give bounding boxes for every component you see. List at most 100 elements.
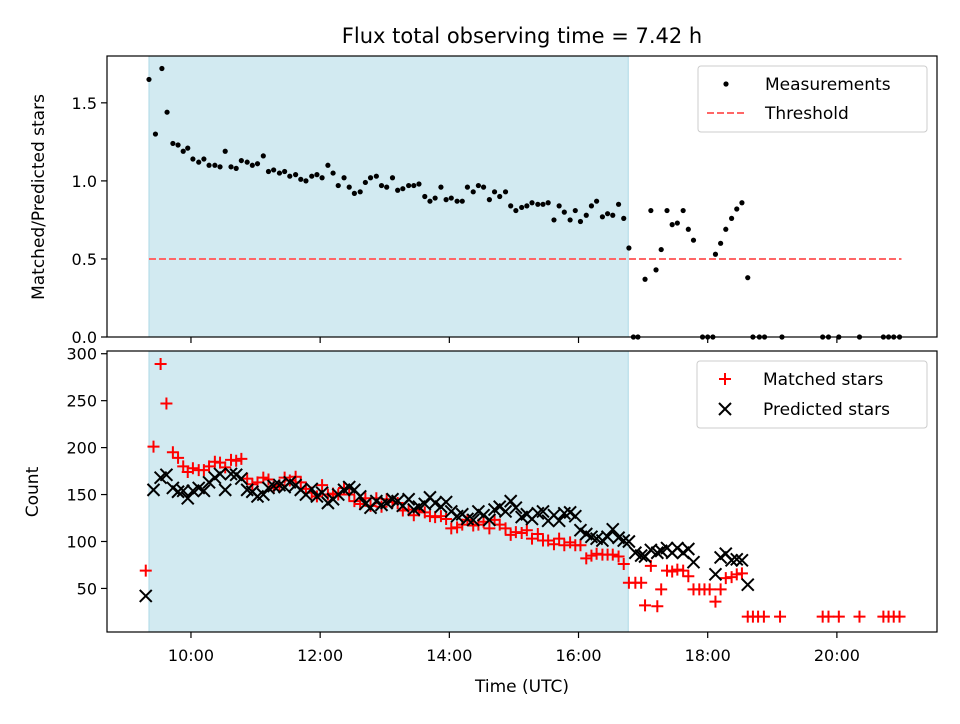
- measurement-point: [287, 173, 293, 179]
- legend-predicted-label: Predicted stars: [763, 400, 890, 420]
- measurement-point: [432, 195, 438, 201]
- bottom-xtick-label: 18:00: [685, 646, 731, 665]
- predicted-star-point: [159, 468, 174, 482]
- matched-star-point: [504, 528, 517, 541]
- measurement-point: [244, 159, 250, 165]
- matched-star-point: [294, 476, 307, 489]
- measurement-point: [669, 222, 675, 228]
- matched-star-point: [893, 610, 906, 623]
- measurement-point: [470, 189, 476, 195]
- measurement-point: [680, 207, 686, 214]
- measurement-point: [621, 215, 627, 221]
- measurement-point: [486, 197, 492, 203]
- predicted-star-point: [379, 496, 394, 510]
- matched-star-point: [172, 451, 185, 464]
- measurement-point: [626, 245, 632, 251]
- measurement-point: [718, 240, 724, 246]
- measurement-point: [341, 175, 347, 181]
- measurement-point: [170, 140, 176, 147]
- predicted-star-point: [305, 482, 319, 496]
- measurement-point: [411, 182, 417, 189]
- predicted-star-point: [482, 513, 497, 527]
- measurement-point: [152, 131, 159, 137]
- measurement-point: [502, 189, 509, 195]
- matched-star-point: [139, 564, 152, 577]
- predicted-star-point: [181, 491, 195, 506]
- legend-measurements-label: Measurements: [765, 75, 891, 95]
- measurement-point: [185, 145, 191, 151]
- matched-star-point: [725, 571, 738, 584]
- measurement-point: [335, 182, 341, 189]
- measurement-point: [146, 76, 152, 83]
- measurement-point: [249, 162, 255, 168]
- measurement-point: [685, 226, 691, 232]
- matched-star-point: [434, 510, 447, 523]
- measurement-point: [293, 172, 299, 178]
- matched-star-point: [774, 610, 787, 623]
- predicted-star-point: [315, 485, 329, 500]
- predicted-star-point: [634, 548, 648, 563]
- top-panel: 0.0 0.5 1.0 1.5 Matched/Predicted stars Mea…: [29, 55, 938, 347]
- measurement-point: [561, 209, 567, 215]
- measurement-point: [475, 182, 482, 189]
- measurement-point: [599, 214, 606, 220]
- measurement-point: [206, 162, 212, 168]
- matched-star-point: [714, 583, 727, 596]
- predicted-star-point: [466, 513, 480, 527]
- measurement-point: [448, 195, 454, 201]
- measurement-point: [529, 200, 535, 206]
- measurement-point: [540, 201, 546, 207]
- matched-star-point: [666, 565, 679, 578]
- top-ytick-label: 0.5: [72, 250, 97, 269]
- matched-star-point: [166, 446, 179, 459]
- top-observing-span: [148, 55, 629, 338]
- measurement-point: [497, 193, 503, 200]
- measurement-point: [459, 198, 465, 204]
- matched-star-point: [580, 552, 593, 565]
- bottom-axes-frame: [106, 350, 938, 633]
- matched-star-point: [735, 567, 748, 580]
- bottom-ytick-label: 300: [66, 345, 97, 364]
- measurement-point: [610, 212, 616, 218]
- matched-star-point: [564, 536, 577, 549]
- measurement-point: [464, 184, 471, 190]
- bottom-observing-span: [148, 350, 629, 633]
- matched-star-point: [635, 576, 648, 589]
- matched-star-point: [585, 549, 598, 562]
- measurement-point: [212, 162, 218, 168]
- measurement-point: [175, 142, 181, 148]
- measurement-point: [556, 203, 562, 209]
- measurement-point: [351, 190, 357, 196]
- matched-star-point: [606, 548, 619, 561]
- predicted-star-point: [498, 504, 513, 519]
- legend-predicted-marker: [718, 402, 732, 416]
- measurement-point: [395, 187, 401, 193]
- measurement-point: [228, 164, 234, 170]
- matched-star-point: [639, 599, 652, 612]
- bottom-ytick-label: 100: [66, 532, 97, 551]
- matched-star-point: [483, 522, 496, 535]
- measurement-point: [615, 201, 622, 207]
- predicted-star-point: [224, 467, 238, 481]
- matched-star-point: [186, 462, 199, 475]
- predicted-star-point: [568, 509, 582, 523]
- measurement-point: [712, 251, 719, 257]
- matched-star-point: [853, 610, 866, 623]
- predicted-star-point: [176, 484, 190, 498]
- measurement-point: [276, 170, 283, 176]
- measurement-point: [309, 173, 315, 179]
- measurement-point: [282, 168, 288, 175]
- matched-star-point: [617, 558, 630, 571]
- predicted-star-point: [139, 589, 153, 603]
- predicted-star-point: [213, 467, 227, 481]
- measurement-point: [443, 197, 449, 203]
- measurement-point: [384, 184, 390, 190]
- legend-measurements-marker: [723, 81, 729, 87]
- matched-star-point: [531, 527, 544, 540]
- measurement-point: [217, 164, 223, 170]
- predicted-star-point: [730, 552, 744, 567]
- bottom-xtick-label: 16:00: [555, 646, 601, 665]
- matched-star-point: [832, 610, 845, 623]
- matched-star-point: [655, 583, 668, 596]
- matched-star-point: [160, 397, 173, 410]
